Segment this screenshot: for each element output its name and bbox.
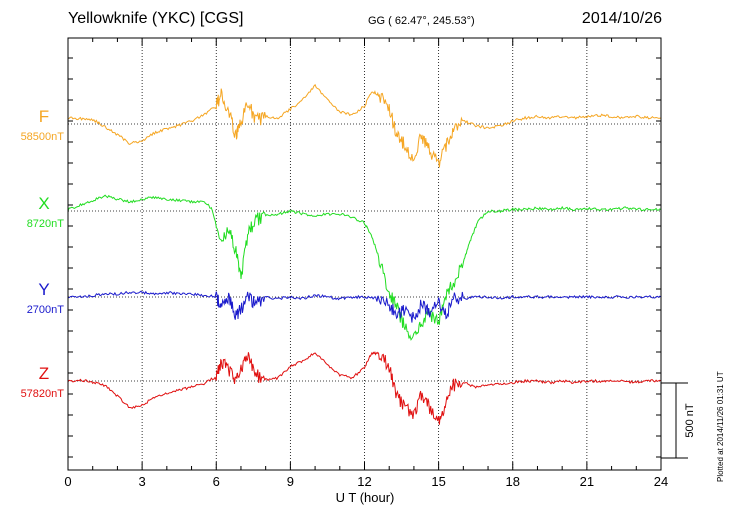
scale-bar: 500 nT (661, 382, 696, 459)
baseline-label-y: 2700nT (27, 304, 65, 316)
x-tick-label: 12 (357, 474, 371, 489)
x-tick-label: 18 (506, 474, 520, 489)
x-tick-label: 6 (213, 474, 220, 489)
trace-y (67, 290, 662, 323)
x-tick-label: 24 (654, 474, 668, 489)
coordinates-label: GG ( 62.47°, 245.53°) (368, 15, 475, 27)
scale-bar-label: 500 nT (684, 403, 696, 438)
grid-lines (141, 38, 588, 470)
series-name-z: Z (39, 364, 49, 383)
x-tick-label: 3 (139, 474, 146, 489)
plotted-timestamp: Plotted at 2014/11/26 01:31 UT (716, 371, 725, 482)
series-name-x: X (38, 194, 49, 213)
x-tick-label: 15 (431, 474, 445, 489)
baseline-label-f: 58500nT (21, 131, 65, 143)
x-tick-label: 21 (580, 474, 594, 489)
station-title: Yellowknife (YKC) [CGS] (68, 10, 244, 27)
series-name-f: F (39, 107, 49, 126)
trace-f (67, 83, 662, 168)
x-axis-title: U T (hour) (336, 490, 395, 505)
trace-z (67, 351, 662, 425)
baseline-label-x: 8720nT (27, 218, 65, 230)
x-tick-label: 9 (287, 474, 294, 489)
series-name-y: Y (38, 280, 49, 299)
baseline-label-z: 57820nT (21, 388, 65, 400)
x-axis: 0 3 6 9 12 15 18 21 24 (64, 38, 668, 489)
trace-x (67, 194, 662, 341)
date-label: 2014/10/26 (581, 10, 662, 27)
series-labels: F 58500nT X 8720nT Y 2700nT Z 57820nT (21, 107, 65, 400)
baseline-lines (68, 123, 661, 382)
series-traces (67, 83, 662, 425)
x-tick-label: 0 (64, 474, 71, 489)
plot-frame (67, 37, 662, 471)
